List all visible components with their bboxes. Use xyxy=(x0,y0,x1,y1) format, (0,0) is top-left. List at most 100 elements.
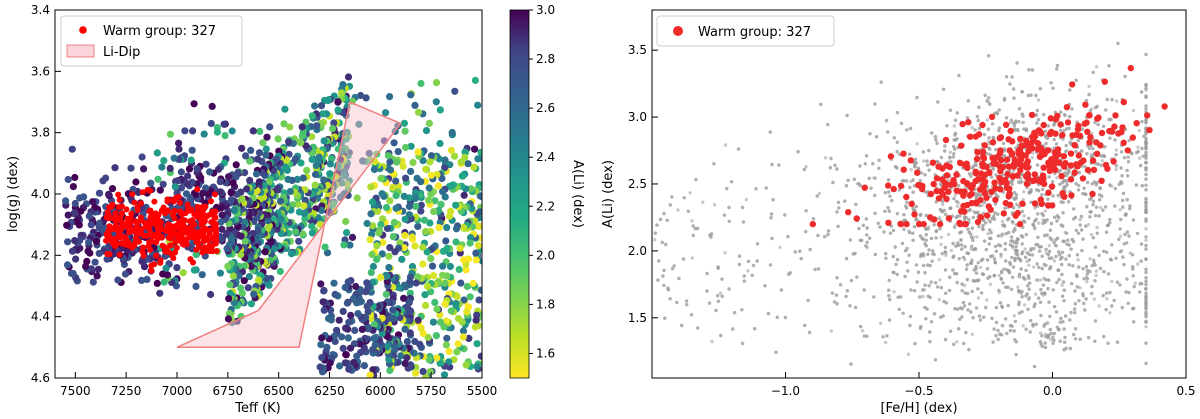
star-point xyxy=(862,334,866,338)
warm-group-point xyxy=(164,196,171,203)
star-point xyxy=(948,275,952,279)
star-point xyxy=(82,262,90,270)
star-point xyxy=(241,237,249,245)
star-point xyxy=(379,215,387,223)
star-point xyxy=(431,197,439,205)
star-point xyxy=(1140,184,1144,188)
star-point xyxy=(902,179,906,183)
colorbar-label: A(Li) (dex) xyxy=(570,160,585,228)
star-point xyxy=(64,238,72,246)
star-point xyxy=(207,290,215,299)
star-point xyxy=(1031,151,1035,155)
star-point xyxy=(315,153,323,161)
star-point xyxy=(665,218,669,222)
star-point xyxy=(970,289,974,294)
star-point xyxy=(934,138,938,142)
warm-group-point xyxy=(123,236,130,242)
star-point xyxy=(986,232,990,236)
star-point xyxy=(428,262,437,270)
star-point xyxy=(939,242,943,247)
star-point xyxy=(954,244,958,248)
star-point xyxy=(1099,205,1103,210)
star-point xyxy=(71,173,79,182)
star-point xyxy=(1082,301,1086,306)
star-point xyxy=(991,340,995,344)
star-point xyxy=(1016,285,1020,289)
star-point xyxy=(266,123,274,131)
star-point xyxy=(720,294,724,298)
star-point xyxy=(843,199,847,203)
star-point xyxy=(441,300,449,308)
star-point xyxy=(166,164,174,172)
star-point xyxy=(723,143,728,147)
star-point xyxy=(1020,252,1024,256)
star-point xyxy=(991,135,995,140)
star-point xyxy=(436,106,444,114)
star-point xyxy=(301,196,309,204)
star-point xyxy=(263,133,271,141)
star-point xyxy=(1036,212,1040,216)
star-point xyxy=(1055,176,1059,180)
star-point xyxy=(777,163,781,167)
star-point xyxy=(1069,310,1073,315)
star-point xyxy=(1131,108,1136,113)
warm-group-point xyxy=(104,209,111,216)
star-point xyxy=(1084,297,1088,301)
star-point xyxy=(466,293,474,301)
star-point xyxy=(986,54,991,58)
star-point xyxy=(888,297,892,302)
star-point xyxy=(923,173,927,177)
star-point xyxy=(1063,171,1067,175)
star-point xyxy=(948,108,953,113)
star-point xyxy=(355,340,364,348)
star-point xyxy=(392,177,400,185)
star-point xyxy=(909,168,913,172)
star-point xyxy=(459,327,468,335)
star-point xyxy=(311,170,320,179)
star-point xyxy=(335,316,343,324)
star-point xyxy=(246,157,254,165)
star-point xyxy=(915,95,919,100)
star-point xyxy=(927,148,931,153)
star-point xyxy=(421,291,429,299)
star-point xyxy=(1091,70,1095,75)
star-point xyxy=(716,299,721,303)
star-point xyxy=(653,238,657,242)
star-point xyxy=(725,186,729,191)
star-point xyxy=(952,197,956,201)
star-point xyxy=(770,236,774,241)
star-point xyxy=(93,272,101,280)
star-point xyxy=(1066,238,1070,242)
warm-group-point xyxy=(116,251,123,258)
star-point xyxy=(445,347,453,356)
star-point xyxy=(1004,75,1009,79)
left-warm-group-points xyxy=(103,186,220,274)
star-point xyxy=(670,267,675,271)
warm-group-point xyxy=(169,251,176,258)
star-point xyxy=(452,238,460,246)
star-point xyxy=(276,267,284,276)
star-point xyxy=(317,341,325,349)
star-point xyxy=(1048,314,1052,319)
star-point xyxy=(435,224,443,232)
star-point xyxy=(419,329,427,337)
star-point xyxy=(407,142,415,150)
star-point xyxy=(95,189,104,197)
star-point xyxy=(175,139,183,147)
star-point xyxy=(1114,164,1119,168)
star-point xyxy=(1121,255,1125,259)
star-point xyxy=(992,257,997,261)
star-point xyxy=(1038,331,1043,335)
star-point xyxy=(403,338,411,346)
star-point xyxy=(905,200,909,204)
star-point xyxy=(936,100,940,104)
star-point xyxy=(412,279,420,287)
star-point xyxy=(1044,141,1048,146)
star-point xyxy=(1093,339,1097,343)
star-point xyxy=(836,200,841,205)
left-chart: 7500 7250 7000 6750 6500 6250 6000 5750 5500 3.4… xyxy=(6,3,585,416)
star-point xyxy=(918,213,923,217)
star-point xyxy=(1048,266,1052,270)
star-point xyxy=(284,175,292,183)
star-point xyxy=(334,106,342,114)
